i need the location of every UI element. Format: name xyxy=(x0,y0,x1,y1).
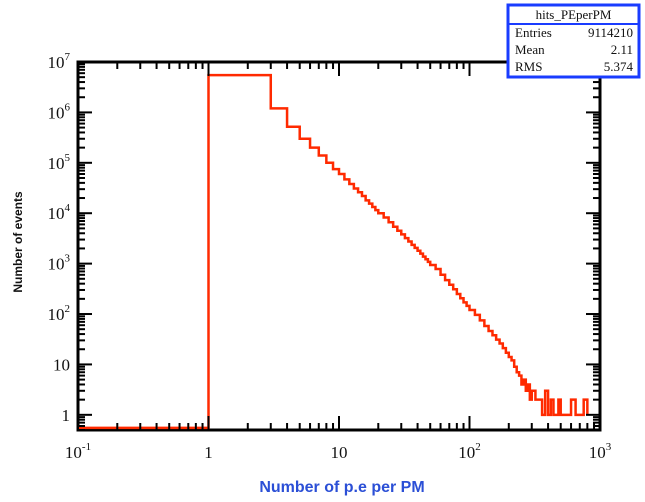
stats-label: RMS xyxy=(515,59,542,74)
y-tick-label: 102 xyxy=(48,303,71,324)
x-tick-label: 103 xyxy=(589,441,612,462)
stats-value: 9114210 xyxy=(588,25,633,40)
x-tick-label: 10-1 xyxy=(65,441,91,462)
y-tick-label: 104 xyxy=(48,202,71,223)
y-tick-label: 107 xyxy=(48,51,71,72)
y-tick-label: 105 xyxy=(48,152,71,173)
y-tick-label: 10 xyxy=(53,355,70,374)
x-tick-label: 10 xyxy=(331,443,348,462)
stats-frame xyxy=(506,3,641,79)
histogram-series xyxy=(78,73,589,430)
stats-label: Entries xyxy=(515,25,552,40)
stats-label: Mean xyxy=(515,42,545,57)
y-axis-title: Number of events xyxy=(11,191,25,293)
stats-value: 5.374 xyxy=(604,59,634,74)
x-tick-label: 102 xyxy=(458,441,481,462)
x-tick-label: 1 xyxy=(204,443,213,462)
stats-value: 2.11 xyxy=(611,42,633,57)
stats-box: hits_PEperPM Entries 9114210 Mean 2.11 RMS 5.3… xyxy=(506,3,641,79)
stats-title: hits_PEperPM xyxy=(536,7,612,22)
y-tick-label: 1 xyxy=(62,406,71,425)
y-tick-label: 103 xyxy=(48,253,71,274)
x-axis-title: Number of p.e per PM xyxy=(259,479,424,496)
y-tick-label: 106 xyxy=(48,101,71,122)
